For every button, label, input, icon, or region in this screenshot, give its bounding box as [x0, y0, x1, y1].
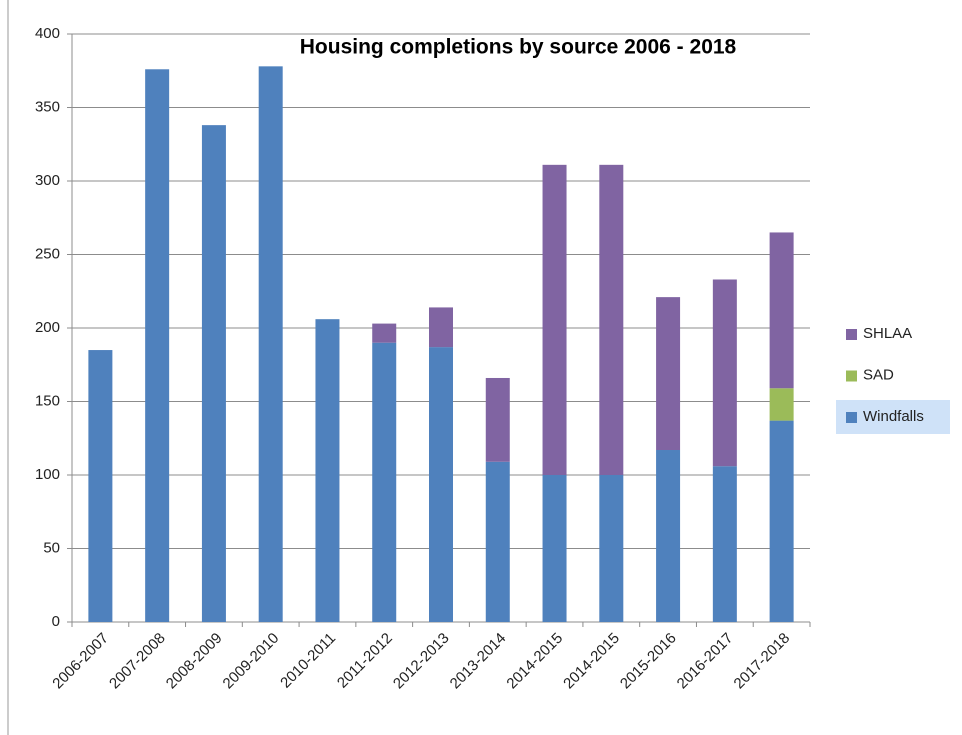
bar-segment — [599, 164, 624, 475]
bar-segment — [145, 69, 170, 622]
y-tick-label: 350 — [35, 98, 60, 115]
y-tick-label: 250 — [35, 245, 60, 262]
bar-segment — [769, 420, 794, 622]
legend-label: SHLAA — [863, 325, 912, 342]
x-tick-label: 2010-2011 — [277, 630, 339, 692]
bar-segment — [429, 347, 453, 622]
x-tick-label: 2009-2010 — [220, 630, 283, 693]
x-tick-label: 2012-2013 — [390, 630, 453, 693]
bar-segment — [88, 350, 113, 622]
bar-segment — [542, 164, 567, 475]
bar-segment — [258, 66, 283, 623]
bar-segment — [372, 323, 397, 343]
bar-segment — [712, 466, 737, 622]
bar-segment — [201, 125, 226, 622]
bar-segment — [315, 319, 340, 622]
bar-segment — [656, 450, 681, 622]
y-tick-label: 100 — [35, 466, 60, 483]
x-tick-label: 2013-2014 — [447, 630, 510, 693]
y-tick-label: 150 — [35, 392, 60, 409]
y-tick-label: 400 — [35, 25, 60, 42]
x-tick-label: 2011-2012 — [334, 630, 396, 692]
bar-segment — [656, 297, 681, 451]
y-tick-label: 300 — [35, 172, 60, 189]
legend-label: Windfalls — [863, 408, 924, 425]
legend-swatch — [846, 329, 857, 340]
x-tick-label: 2007-2008 — [106, 630, 169, 693]
chart-title: Housing completions by source 2006 - 201… — [300, 36, 737, 59]
legend-swatch — [846, 412, 857, 423]
x-tick-label: 2014-2015 — [560, 630, 623, 693]
y-tick-label: 50 — [43, 539, 60, 556]
x-tick-label: 2008-2009 — [163, 630, 226, 693]
bar-segment — [429, 307, 453, 348]
x-tick-label: 2016-2017 — [674, 630, 737, 693]
bar-segment — [712, 279, 737, 467]
bar-segment — [769, 232, 794, 389]
y-tick-label: 200 — [35, 319, 60, 336]
bar-segment — [599, 475, 624, 622]
x-tick-label: 2006-2007 — [49, 630, 112, 693]
bar-segment — [372, 342, 397, 622]
bar-segment — [769, 388, 794, 421]
x-tick-label: 2015-2016 — [617, 630, 680, 693]
x-tick-label: 2017-2018 — [731, 630, 794, 693]
legend-label: SAD — [863, 366, 894, 383]
x-tick-label: 2014-2015 — [503, 630, 566, 693]
bar-segment — [485, 461, 510, 622]
legend-swatch — [846, 370, 857, 382]
y-tick-label: 0 — [52, 613, 60, 630]
bar-segment — [542, 475, 567, 622]
bar-segment — [485, 377, 510, 462]
